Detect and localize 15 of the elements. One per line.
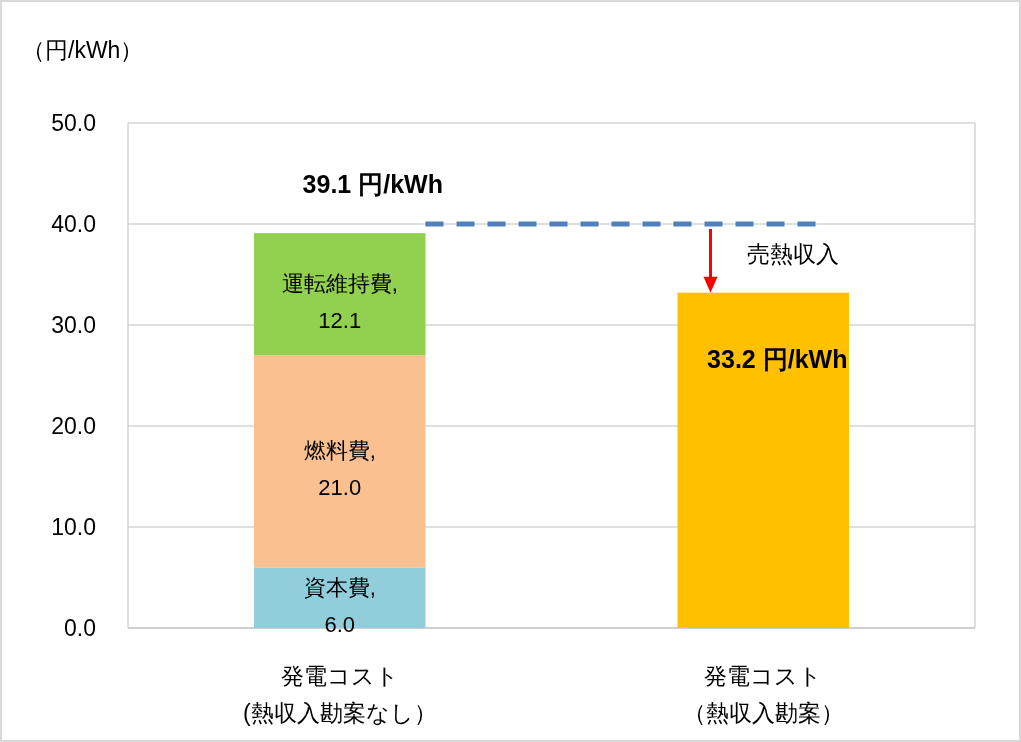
y-tick-label: 50.0 bbox=[51, 110, 96, 136]
data-label: 資本費, 6.0 bbox=[303, 574, 376, 637]
data-label: 運転維持費, 12.1 bbox=[281, 271, 398, 334]
y-tick-label: 20.0 bbox=[51, 413, 96, 439]
x-tick-label: 発電コスト(熱収入勘案なし） bbox=[242, 663, 437, 726]
y-tick-label: 30.0 bbox=[51, 312, 96, 338]
x-tick-label: 発電コスト（熱収入勘案） bbox=[682, 663, 844, 726]
y-tick-label: 10.0 bbox=[51, 514, 96, 540]
y-tick-label: 40.0 bbox=[51, 211, 96, 237]
annotation: 売熱収入 bbox=[747, 241, 840, 268]
y-axis-title: （円/kWh） bbox=[22, 37, 144, 63]
y-tick-label: 0.0 bbox=[64, 615, 96, 641]
data-label: 燃料費, 21.0 bbox=[303, 438, 376, 501]
data-label: 33.2 円/kWh bbox=[707, 345, 848, 374]
total-label: 39.1 円/kWh bbox=[302, 170, 443, 199]
